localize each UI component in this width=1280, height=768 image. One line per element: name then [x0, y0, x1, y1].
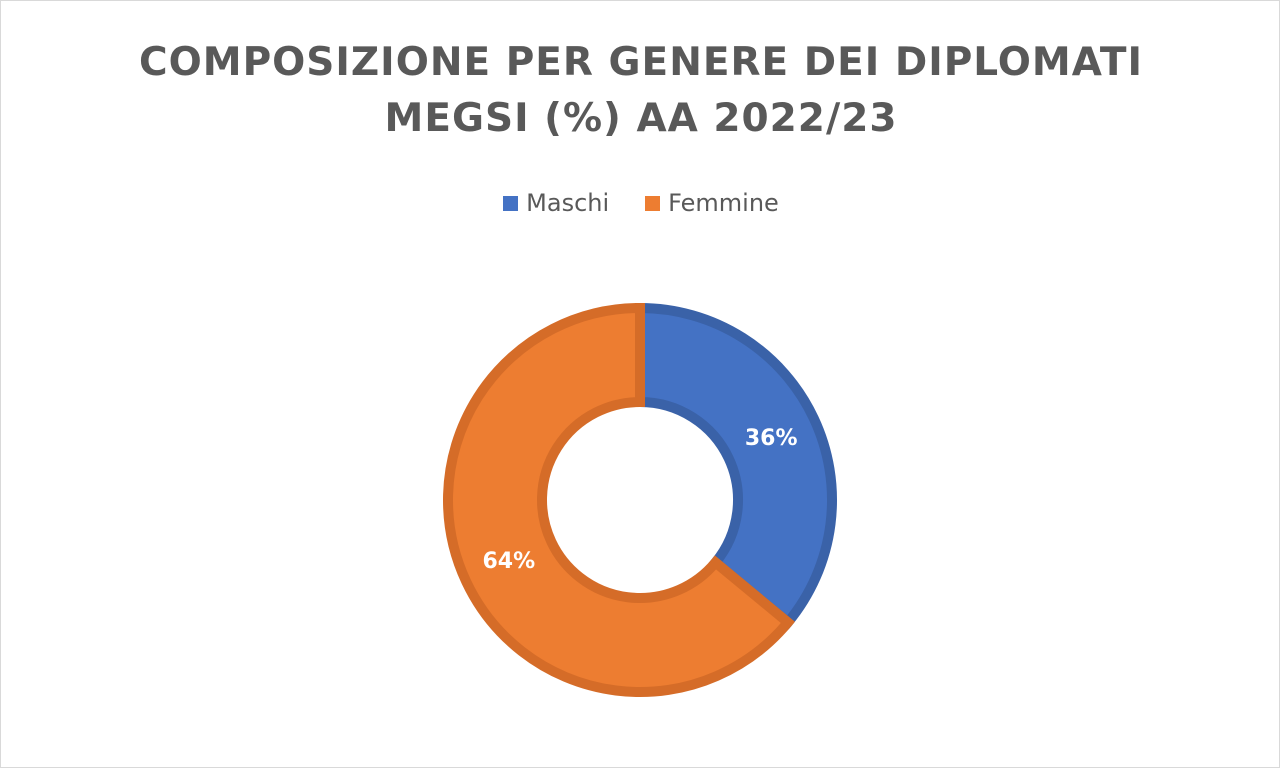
legend-swatch-femmine [645, 195, 661, 211]
chart-legend: Maschi Femmine [1, 189, 1280, 217]
legend-swatch-maschi [503, 195, 519, 211]
chart-title-line-1: COMPOSIZIONE PER GENERE DEI DIPLOMATI [138, 40, 1143, 85]
legend-label-femmine: Femmine [668, 189, 779, 217]
donut-slice-maschi [635, 302, 837, 630]
data-label-maschi: 36% [745, 426, 798, 451]
legend-label-maschi: Maschi [526, 189, 610, 217]
data-label-femmine: 64% [482, 549, 535, 574]
chart-title: COMPOSIZIONE PER GENERE DEI DIPLOMATI ME… [1, 35, 1280, 147]
donut-slice-femmine [443, 302, 795, 697]
legend-item-maschi: Maschi [503, 189, 609, 217]
chart-title-line-2: MEGSI (%) AA 2022/23 [384, 96, 898, 141]
legend-item-femmine: Femmine [645, 189, 779, 217]
